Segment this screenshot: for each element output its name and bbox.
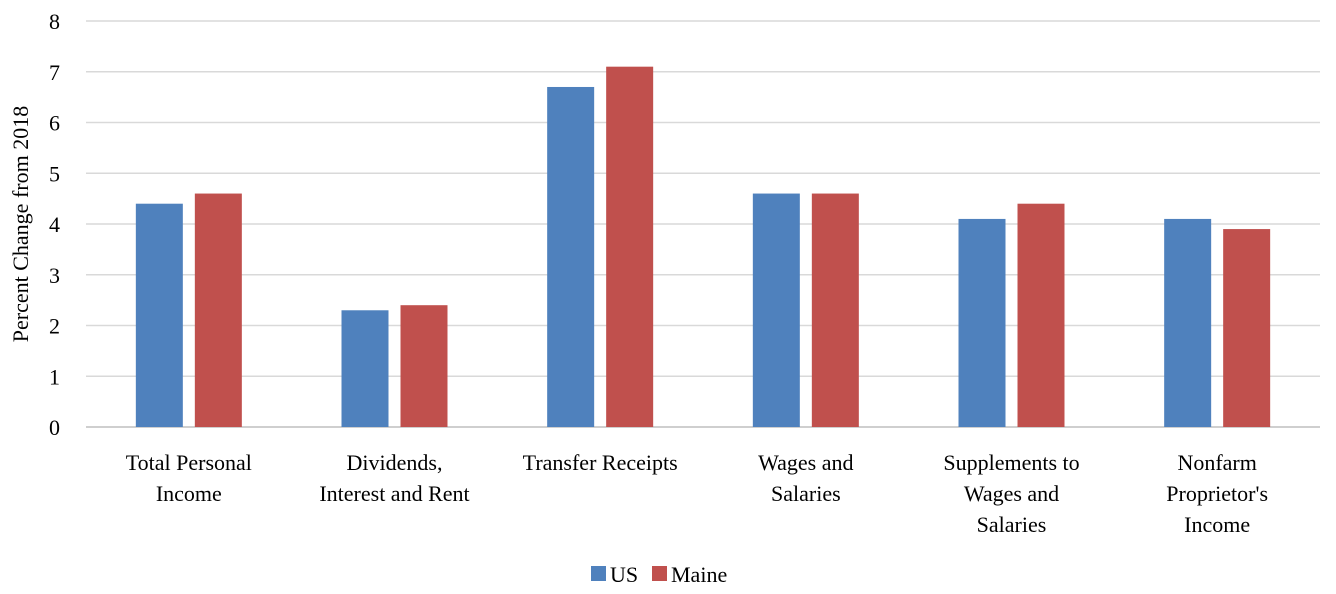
bar-maine <box>194 193 242 427</box>
bar-us <box>547 86 595 427</box>
y-tick-label: 4 <box>49 212 60 237</box>
x-axis-categories: Total Personal Income Dividends, Interest a… <box>126 450 1268 537</box>
bar-us <box>135 203 183 427</box>
bar-us <box>958 218 1006 427</box>
legend-swatch-maine <box>652 566 667 581</box>
y-axis-ticks: 0 1 2 3 4 5 6 7 8 <box>49 9 60 440</box>
y-tick-label: 0 <box>49 415 60 440</box>
y-tick-label: 8 <box>49 9 60 34</box>
y-tick-label: 1 <box>49 364 60 389</box>
bar-maine <box>1223 229 1271 427</box>
bar-maine <box>811 193 859 427</box>
y-tick-label: 6 <box>49 111 60 136</box>
bar-us <box>341 310 389 427</box>
bar-us <box>752 193 800 427</box>
y-axis-title: Percent Change from 2018 <box>8 106 33 342</box>
legend-swatch-us <box>591 566 606 581</box>
x-category-label: Dividends, Interest and Rent <box>319 450 469 506</box>
y-tick-label: 3 <box>49 263 60 288</box>
x-category-label: Wages and Salaries <box>758 450 853 506</box>
x-category-label: Total Personal Income <box>126 450 252 506</box>
y-tick-label: 2 <box>49 314 60 339</box>
bars <box>135 66 1271 428</box>
bar-maine <box>1017 203 1065 427</box>
legend-label-us: US <box>610 562 638 587</box>
x-category-label: Supplements to Wages and Salaries <box>943 450 1079 537</box>
bar-maine <box>400 305 448 427</box>
x-category-label: Nonfarm Proprietor's Income <box>1166 450 1268 537</box>
x-category-label: Transfer Receipts <box>523 450 678 475</box>
legend-label-maine: Maine <box>671 562 727 587</box>
bar-us <box>1164 218 1212 427</box>
y-tick-label: 5 <box>49 161 60 186</box>
bar-maine <box>606 66 654 428</box>
legend: US Maine <box>591 562 727 587</box>
y-tick-label: 7 <box>49 60 60 85</box>
gridlines <box>86 20 1320 428</box>
